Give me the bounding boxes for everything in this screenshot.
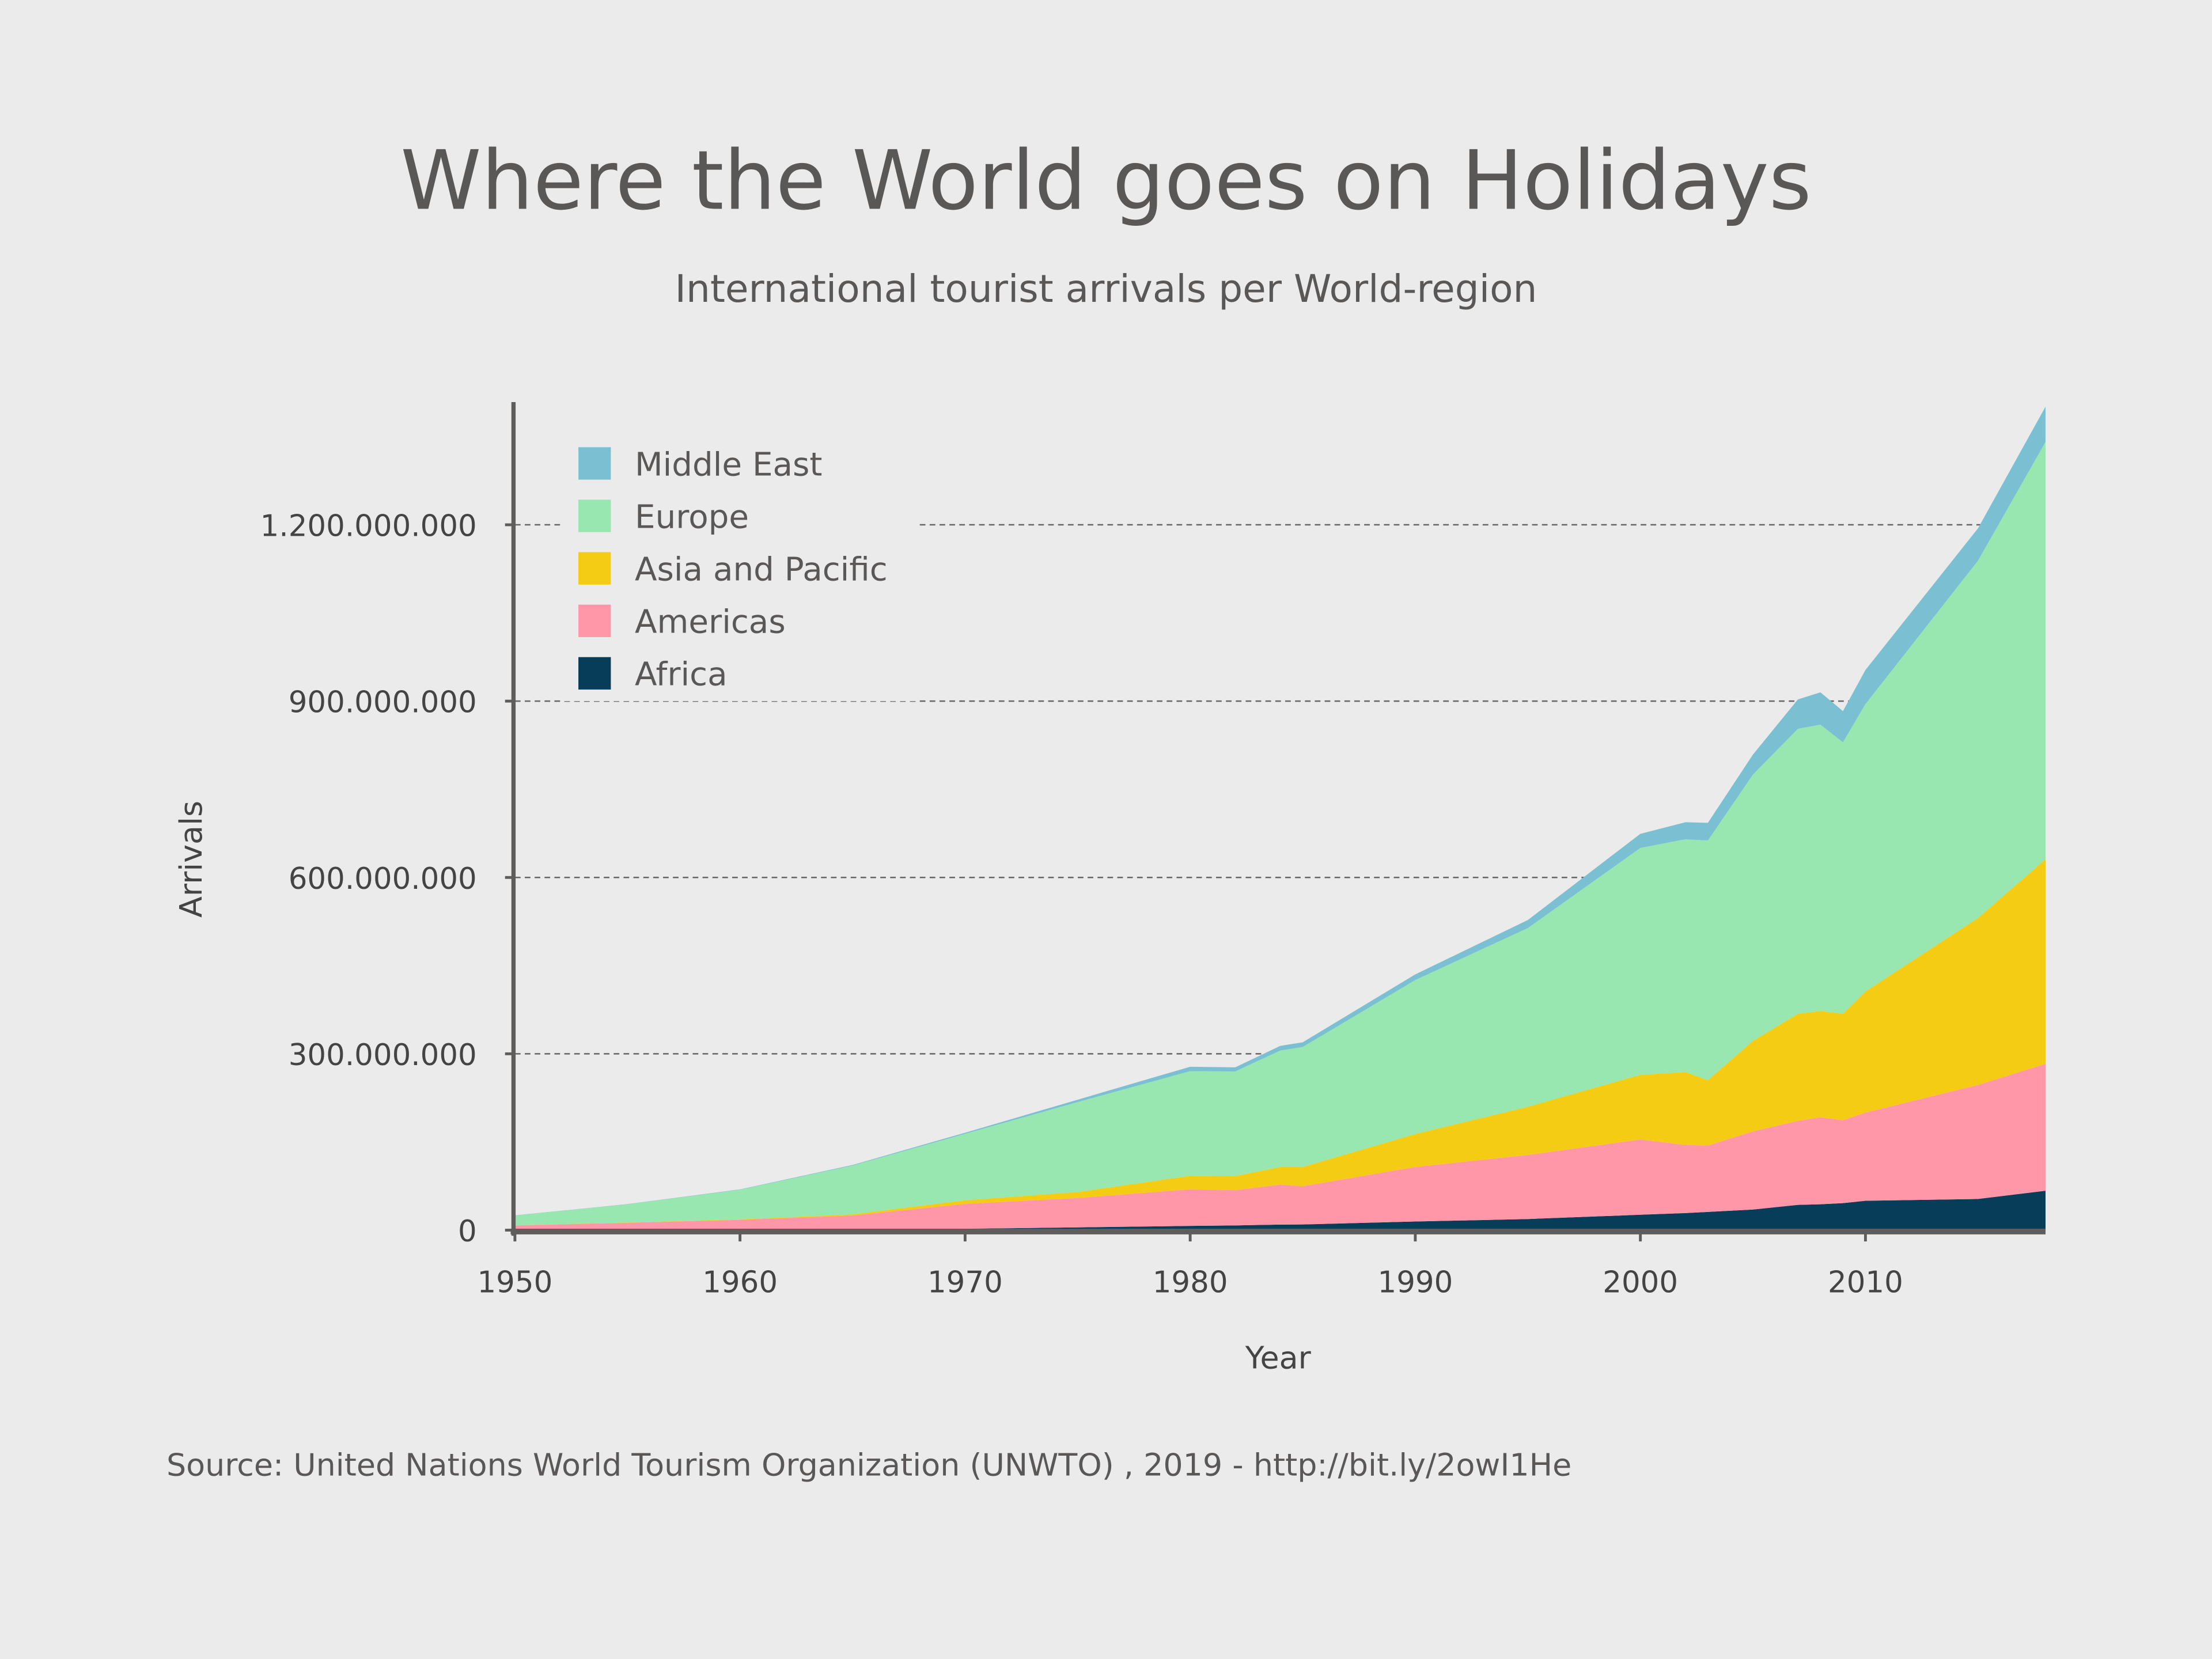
y-tick-label: 300.000.000 xyxy=(289,1038,477,1073)
legend-label: Asia and Pacific xyxy=(635,551,888,589)
y-axis-label: Arrivals xyxy=(173,801,209,918)
legend-swatch xyxy=(578,552,611,585)
y-tick-label: 1.200.000.000 xyxy=(260,509,477,544)
legend-item: Asia and Pacific xyxy=(578,551,888,589)
y-axis-ticks: 0 300.000.000 600.000.000 900.000.000 1.200.… xyxy=(260,509,514,1249)
legend-swatch xyxy=(578,604,611,637)
area-asia-and-pacific xyxy=(514,859,2046,1226)
legend: Middle East Europe Asia and Pacific America… xyxy=(561,430,917,702)
legend-swatch xyxy=(578,447,611,480)
y-tick-label: 600.000.000 xyxy=(289,862,477,896)
y-tick-label: 900.000.000 xyxy=(289,685,477,720)
legend-item: Europe xyxy=(578,498,749,536)
x-tick-label: 1970 xyxy=(927,1265,1003,1300)
x-tick-label: 1980 xyxy=(1153,1265,1228,1300)
y-tick-label: 0 xyxy=(458,1214,477,1249)
chart-title: Where the World goes on Holidays xyxy=(400,133,1812,228)
legend-item: Middle East xyxy=(578,446,822,483)
legend-item: Americas xyxy=(578,604,786,641)
chart-subtitle: International tourist arrivals per World… xyxy=(675,267,1537,311)
legend-label: Africa xyxy=(635,656,728,694)
x-tick-label: 1960 xyxy=(702,1265,778,1300)
source-note: Source: United Nations World Tourism Org… xyxy=(166,1447,1571,1483)
areas xyxy=(514,406,2046,1230)
area-europe xyxy=(514,442,2046,1226)
x-tick-label: 1950 xyxy=(477,1265,552,1300)
legend-background xyxy=(561,430,917,702)
legend-label: Americas xyxy=(635,604,786,641)
x-axis-ticks: 1950 1960 1970 1980 1990 2000 2010 xyxy=(477,1231,1903,1300)
area-africa xyxy=(514,1191,2046,1230)
legend-label: Middle East xyxy=(635,446,822,483)
area-americas xyxy=(514,1063,2046,1230)
x-tick-label: 2010 xyxy=(1828,1265,1903,1300)
legend-swatch xyxy=(578,657,611,690)
legend-swatch xyxy=(578,499,611,532)
legend-label: Europe xyxy=(635,498,749,536)
x-axis-label: Year xyxy=(1245,1340,1312,1376)
legend-item: Africa xyxy=(578,656,728,694)
x-tick-label: 1990 xyxy=(1377,1265,1453,1300)
x-tick-label: 2000 xyxy=(1603,1265,1678,1300)
